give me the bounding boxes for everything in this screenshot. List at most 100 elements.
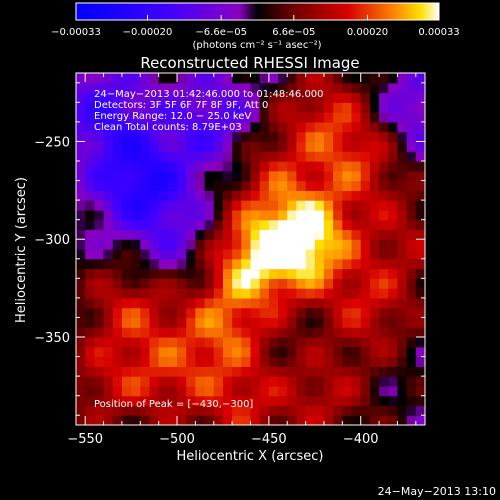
heatmap-cell <box>323 170 334 182</box>
heatmap-cell <box>186 229 196 240</box>
heatmap-cell <box>415 190 425 201</box>
heatmap-cell <box>278 209 288 221</box>
heatmap-cell <box>379 112 389 123</box>
heatmap-cell <box>186 73 196 84</box>
heatmap-cell <box>186 141 196 152</box>
heatmap-cell <box>342 209 353 221</box>
heatmap-cell <box>323 73 334 84</box>
heatmap-cell <box>268 190 279 201</box>
heatmap-cell <box>323 151 334 162</box>
heatmap-cell <box>204 297 215 309</box>
heatmap-cell <box>369 288 380 299</box>
heatmap-cell <box>287 209 298 221</box>
heatmap-cell <box>186 307 196 319</box>
heatmap-cell <box>241 200 252 211</box>
heatmap-cell <box>177 121 187 133</box>
heatmap-cell <box>287 161 298 172</box>
heatmap-cell <box>167 73 178 84</box>
heatmap-cell <box>195 112 206 123</box>
heatmap-cell <box>112 366 123 377</box>
heatmap-cell <box>305 200 316 211</box>
heatmap-cell <box>195 258 206 270</box>
heatmap-cell <box>241 366 252 377</box>
heatmap-cell <box>305 395 316 407</box>
heatmap-cell <box>158 337 169 348</box>
heatmap-cell <box>121 239 132 250</box>
heatmap-cell <box>76 395 86 407</box>
x-tick-label: −500 <box>159 432 195 447</box>
heatmap-cell <box>222 405 233 416</box>
heatmap-cell <box>415 327 425 338</box>
heatmap-cell <box>195 346 206 358</box>
heatmap-cell <box>149 395 160 407</box>
heatmap-cell <box>94 190 105 201</box>
heatmap-cell <box>222 415 233 425</box>
heatmap-cell <box>369 200 380 211</box>
heatmap-cell <box>177 385 187 397</box>
heatmap-cell <box>158 278 169 289</box>
heatmap-cell <box>388 356 399 367</box>
heatmap-cell <box>112 112 123 123</box>
heatmap-cell <box>112 317 123 328</box>
heatmap-cell <box>296 141 307 152</box>
heatmap-cell <box>177 327 187 338</box>
heatmap-cell <box>296 385 307 397</box>
heatmap-cell <box>305 385 316 397</box>
heatmap-cell <box>241 327 252 338</box>
heatmap-cell <box>222 121 233 133</box>
heatmap-cell <box>167 366 178 377</box>
heatmap-cell <box>268 102 279 113</box>
heatmap-cell <box>85 337 95 348</box>
heatmap-cell <box>121 112 132 123</box>
heatmap-cell <box>222 385 233 397</box>
heatmap-cell <box>379 327 389 338</box>
heatmap-cell <box>268 366 279 377</box>
heatmap-cell <box>323 209 334 221</box>
heatmap-cell <box>305 102 316 113</box>
heatmap-cell <box>76 327 86 338</box>
heatmap-cell <box>259 249 270 260</box>
heatmap-cell <box>342 121 353 133</box>
heatmap-cell <box>388 161 399 172</box>
heatmap-cell <box>149 82 160 94</box>
heatmap-cell <box>76 82 86 94</box>
heatmap-cell <box>406 219 417 231</box>
heatmap-cell <box>232 73 242 84</box>
heatmap-cell <box>406 131 417 143</box>
heatmap-cell <box>158 102 169 113</box>
heatmap-cell <box>296 151 307 162</box>
heatmap-cell <box>177 200 187 211</box>
heatmap-cell <box>232 376 242 387</box>
heatmap-cell <box>369 190 380 201</box>
heatmap-cell <box>415 73 425 84</box>
heatmap-cell <box>351 385 362 397</box>
heatmap-cell <box>158 258 169 270</box>
heatmap-cell <box>103 317 114 328</box>
heatmap-cell <box>140 200 151 211</box>
heatmap-cell <box>167 249 178 260</box>
heatmap-cell <box>103 102 114 113</box>
heatmap-cell <box>121 249 132 260</box>
heatmap-cell <box>287 170 298 182</box>
heatmap-cell <box>287 219 298 231</box>
heatmap-cell <box>177 82 187 94</box>
heatmap-cell <box>333 346 343 358</box>
heatmap-cell <box>177 170 187 182</box>
heatmap-cell <box>186 102 196 113</box>
heatmap-cell <box>167 219 178 231</box>
heatmap-cell <box>323 415 334 425</box>
heatmap-cell <box>268 337 279 348</box>
heatmap-cell <box>94 249 105 260</box>
heatmap-cell <box>186 337 196 348</box>
heatmap-cell <box>287 141 298 152</box>
heatmap-cell <box>278 151 288 162</box>
heatmap-cell <box>241 376 252 387</box>
heatmap-cell <box>323 92 334 103</box>
heatmap-cell <box>305 151 316 162</box>
heatmap-cell <box>397 219 408 231</box>
heatmap-cell <box>121 327 132 338</box>
heatmap-cell <box>259 288 270 299</box>
heatmap-cell <box>204 366 215 377</box>
heatmap-cell <box>250 337 261 348</box>
heatmap-cell <box>167 346 178 358</box>
